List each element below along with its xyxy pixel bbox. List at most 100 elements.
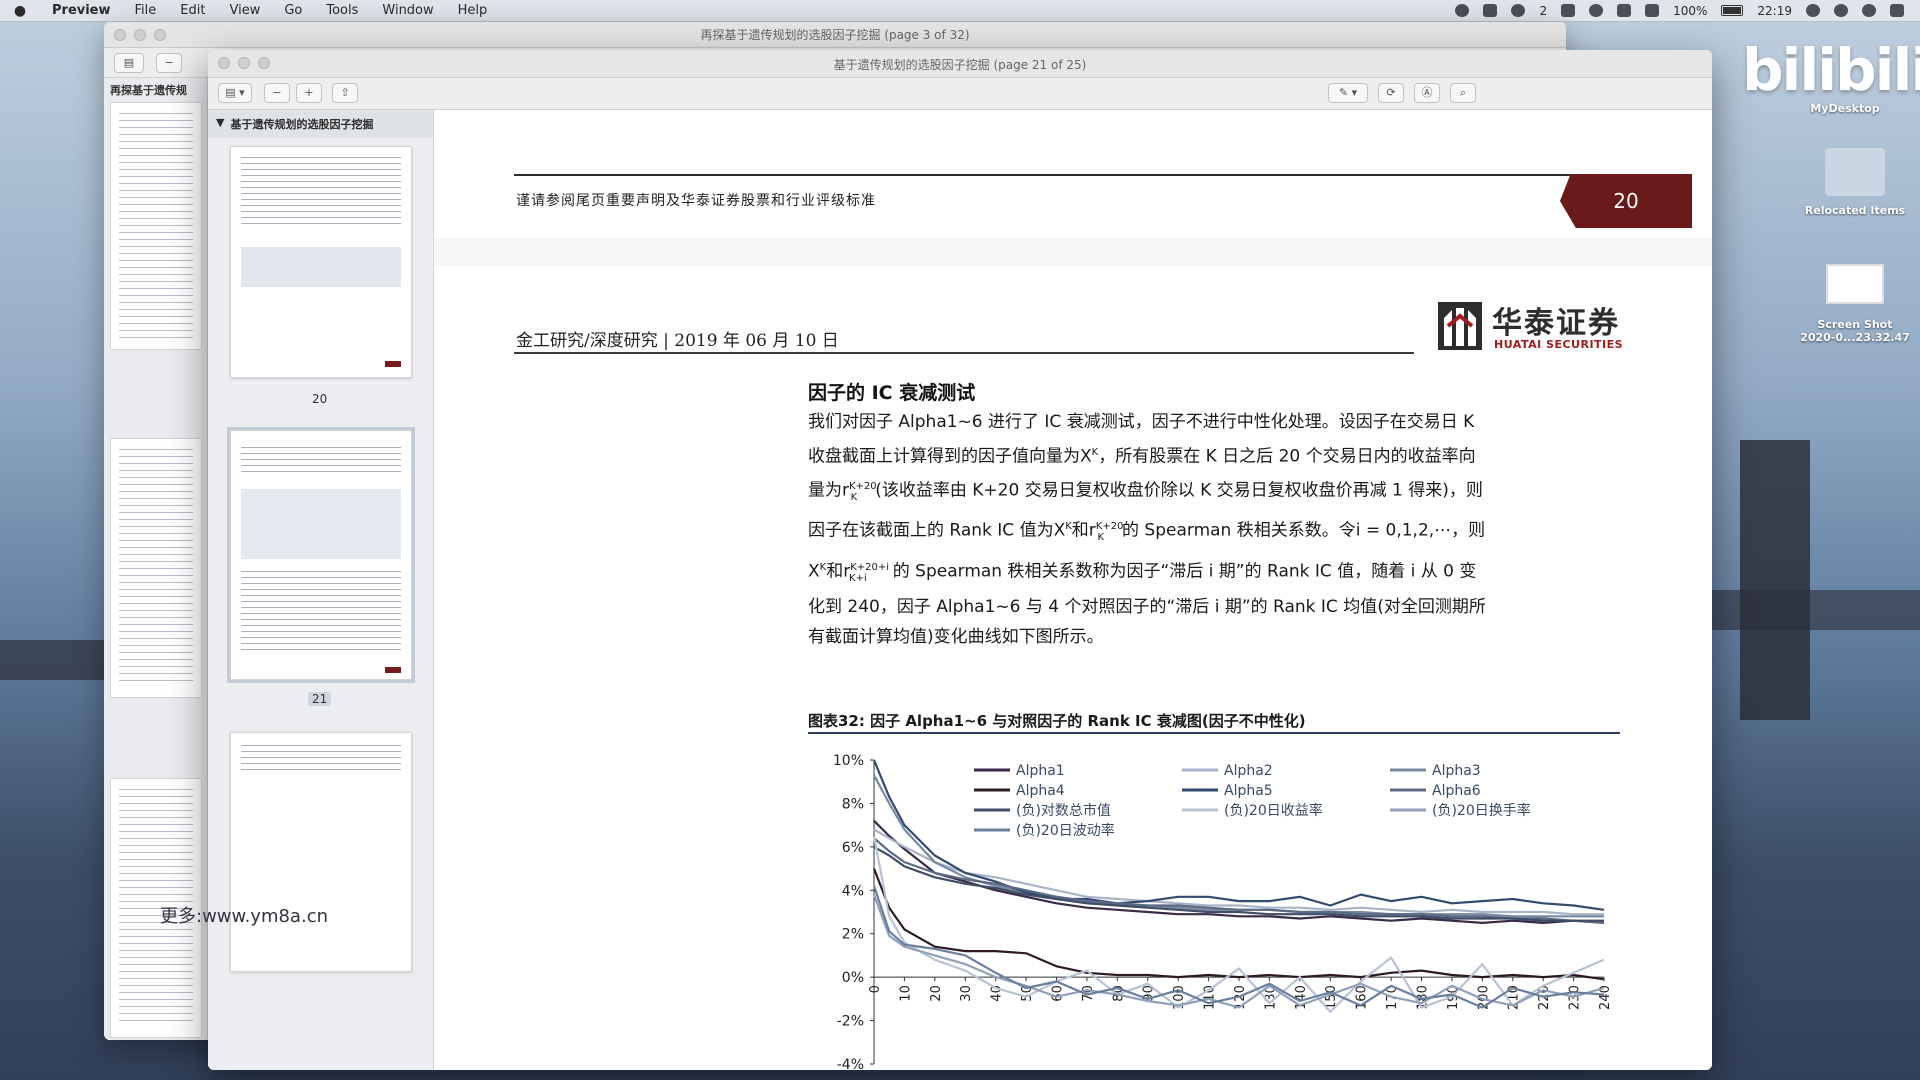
sidebar-toggle-button[interactable]: ▤	[114, 53, 144, 73]
back-window-title: 再探基于遗传规划的选股因子挖掘 (page 3 of 32)	[700, 28, 970, 42]
zoom-out-button[interactable]: −	[264, 83, 290, 103]
thumb-text-lines	[241, 447, 401, 477]
back-thumbnail[interactable]	[110, 778, 202, 1038]
x-tick-label: 0	[868, 985, 883, 993]
keyboard-icon[interactable]	[1561, 4, 1576, 17]
wifi-icon[interactable]	[1589, 4, 1604, 17]
logo-english: HUATAI SECURITIES	[1494, 338, 1624, 351]
minimize-button[interactable]	[238, 57, 250, 69]
menu-go[interactable]: Go	[284, 3, 303, 18]
close-button[interactable]	[218, 57, 230, 69]
main-preview-window[interactable]: 基于遗传规划的选股因子挖掘 (page 21 of 25) ▤ ▾ − + ⇧ …	[208, 50, 1712, 1070]
rotate-button[interactable]: ⟳	[1378, 83, 1404, 103]
relocated-items-label: Relocated Items	[1804, 204, 1906, 217]
folder-icon	[1825, 148, 1885, 196]
close-button[interactable]	[114, 29, 126, 41]
document-page[interactable]: 谨请参阅尾页重要声明及华泰证券股票和行业评级标准 20 金工研究/深度研究 | …	[434, 110, 1712, 1070]
legend-label: (负)20日收益率	[1224, 802, 1323, 819]
page-gap	[434, 238, 1712, 266]
clock[interactable]: 22:19	[1757, 3, 1792, 18]
menu-edit[interactable]: Edit	[180, 3, 206, 18]
markup-pen-button[interactable]: ✎ ▾	[1328, 83, 1368, 103]
thumb-label-21: 21	[308, 692, 332, 706]
back-thumbnail[interactable]	[110, 438, 202, 698]
sub: K	[850, 491, 858, 503]
menu-file[interactable]: File	[134, 3, 157, 18]
back-sidebar-head[interactable]: 再探基于遗传规	[110, 84, 187, 97]
y-tick-label: 2%	[842, 927, 864, 943]
shield-icon[interactable]	[1483, 4, 1498, 17]
page-thumbnail-20[interactable]	[230, 146, 412, 378]
menu-tools[interactable]: Tools	[326, 3, 359, 18]
relocated-items-icon[interactable]: Relocated Items	[1800, 148, 1910, 217]
apple-menu-icon[interactable]: ●	[13, 2, 27, 19]
sidebar-document-item[interactable]: ▼ 基于遗传规划的选股因子挖掘	[208, 110, 433, 138]
series-line-7	[872, 835, 1605, 1013]
x-tick-label: 240	[1598, 985, 1613, 1010]
series-line-9	[872, 885, 1605, 1009]
legend-label: Alpha2	[1224, 763, 1273, 779]
bluetooth-icon[interactable]	[1645, 4, 1660, 17]
y-tick-label: 10%	[833, 753, 864, 769]
y-tick-label: 0%	[842, 970, 864, 986]
series-line-4	[872, 759, 1605, 911]
huatai-logo: 华泰证券 HUATAI SECURITIES	[1438, 298, 1638, 358]
thumb-chart-area	[241, 489, 401, 559]
back-thumbnail[interactable]	[110, 102, 202, 350]
body-line: 有截面计算均值)变化曲线如下图所示。	[808, 626, 1104, 647]
sup: K	[1065, 521, 1072, 533]
thumb-label-20: 20	[312, 392, 328, 406]
minimize-button[interactable]	[134, 29, 146, 41]
input-method-icon[interactable]	[1617, 4, 1632, 17]
zoom-in-button[interactable]: +	[296, 83, 322, 103]
share-button[interactable]: ⇧	[332, 83, 358, 103]
siri-icon[interactable]	[1862, 4, 1876, 17]
legend-label: Alpha1	[1016, 763, 1065, 779]
sup: K	[1091, 446, 1099, 458]
search-icon[interactable]: ⌕	[1450, 83, 1476, 103]
zoom-button[interactable]	[154, 29, 166, 41]
main-toolbar: ▤ ▾ − + ⇧ ✎ ▾ ⟳ Ⓐ ⌕	[208, 78, 1712, 110]
x-tick-label: 30	[959, 985, 974, 1002]
user-icon[interactable]	[1806, 4, 1820, 17]
body-line: 的 Spearman 秩相关系数称为因子“滞后 i 期”的 Rank IC 值，…	[892, 561, 1477, 582]
y-tick-label: -2%	[837, 1014, 864, 1030]
main-traffic-lights	[218, 57, 270, 69]
x-tick-label: 10	[898, 985, 913, 1002]
body-line: 我们对因子 Alpha1~6 进行了 IC 衰减测试，因子不进行中性化处理。设因…	[808, 412, 1475, 432]
notification-center-icon[interactable]	[1890, 4, 1904, 17]
sup: K+20	[1095, 521, 1124, 533]
legend-label: Alpha4	[1016, 783, 1065, 799]
legend-label: Alpha3	[1432, 763, 1481, 779]
x-tick-label: 230	[1568, 985, 1583, 1010]
x-tick-label: 150	[1324, 985, 1339, 1010]
menu-help[interactable]: Help	[457, 3, 488, 18]
zoom-out-button[interactable]: −	[156, 53, 182, 73]
body-line: 收盘截面上计算得到的因子值向量为X	[808, 446, 1092, 467]
sub: K+i	[849, 572, 867, 584]
rank-ic-decay-chart: 10%8%6%4%2%0%-2%-4%0 10 20 30 40 50 60 70 80 90 10…	[833, 753, 1613, 1070]
department-date: 金工研究/深度研究 | 2019 年 06 月 10 日	[516, 331, 839, 351]
page-thumbnail-22[interactable]	[230, 732, 412, 972]
disclosure-triangle-icon[interactable]: ▼	[216, 116, 225, 129]
legend-label: (负)20日换手率	[1432, 802, 1531, 819]
menu-window[interactable]: Window	[382, 3, 434, 18]
menu-view[interactable]: View	[229, 3, 261, 18]
notification-count: 2	[1539, 3, 1548, 18]
back-titlebar[interactable]: 再探基于遗传规划的选股因子挖掘 (page 3 of 32)	[104, 22, 1566, 48]
page-thumbnail-21[interactable]	[227, 427, 415, 683]
body-paragraph: 我们对因子 Alpha1~6 进行了 IC 衰减测试，因子不进行中性化处理。设因…	[808, 408, 1620, 652]
wechat-icon[interactable]	[1511, 4, 1526, 17]
spotlight-search-icon[interactable]	[1834, 4, 1848, 17]
sidebar-toggle-button[interactable]: ▤ ▾	[218, 83, 252, 103]
screenshot-file-icon[interactable]: Screen Shot 2020-0...23.32.47	[1790, 264, 1920, 344]
main-titlebar[interactable]: 基于遗传规划的选股因子挖掘 (page 21 of 25)	[208, 50, 1712, 78]
battery-icon[interactable]	[1721, 5, 1744, 16]
main-window-title: 基于遗传规划的选股因子挖掘 (page 21 of 25)	[833, 58, 1087, 72]
menu-app[interactable]: Preview	[52, 3, 111, 18]
annotate-button[interactable]: Ⓐ	[1414, 83, 1440, 103]
y-tick-label: 6%	[842, 840, 864, 856]
body-line: 和r	[1071, 520, 1096, 541]
record-icon[interactable]	[1455, 4, 1470, 17]
zoom-button[interactable]	[258, 57, 270, 69]
